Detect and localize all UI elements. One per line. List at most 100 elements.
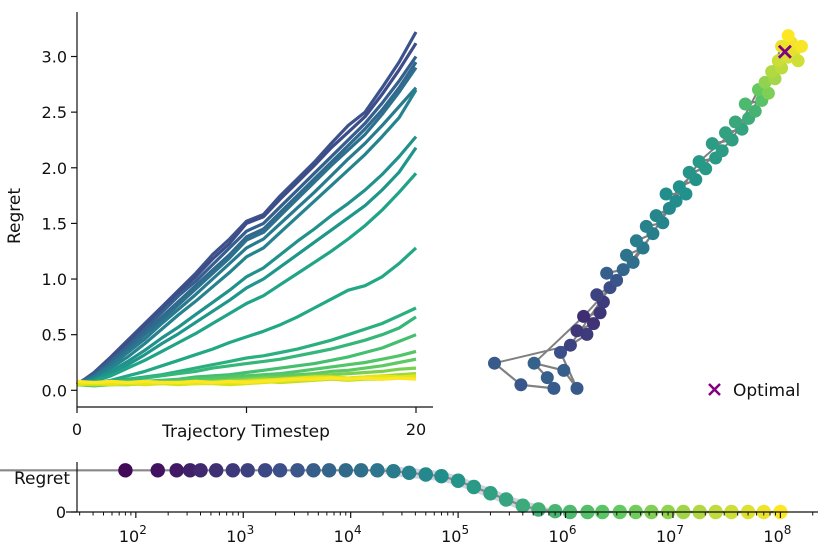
training-point xyxy=(547,503,563,519)
series-line-22 xyxy=(76,376,417,385)
embedding-point xyxy=(557,363,571,377)
training-point xyxy=(515,498,530,513)
x-tick-label: 105 xyxy=(441,523,469,546)
x-tick-label: 103 xyxy=(226,523,254,546)
training-point xyxy=(466,479,482,495)
embedding-point xyxy=(705,137,719,151)
embedding-point xyxy=(587,317,600,331)
training-point xyxy=(450,473,466,488)
embedding-point xyxy=(540,371,554,385)
embedding-point xyxy=(794,39,808,53)
series-line-1 xyxy=(76,31,418,386)
series-line-4 xyxy=(76,61,418,386)
embedding-point xyxy=(738,97,752,111)
y-tick-label: 1.0 xyxy=(42,270,67,289)
embedding-point xyxy=(514,378,528,392)
embedding-point xyxy=(758,75,772,89)
embedding-point xyxy=(590,288,604,302)
series-line-6 xyxy=(76,86,418,386)
embedding-point xyxy=(775,39,789,53)
embedding-point xyxy=(570,324,584,338)
regret-training-panel: 102 103 104 105 106 107 108 0 Regret xyxy=(0,462,818,546)
x-tick-label: 104 xyxy=(334,523,362,546)
embedding-point xyxy=(563,338,577,352)
embedding-point xyxy=(669,194,683,208)
y-tick-label: 3.0 xyxy=(42,48,67,67)
legend: Optimal xyxy=(708,381,800,401)
training-point xyxy=(225,463,241,478)
embedding-point xyxy=(682,165,696,179)
embedding-point xyxy=(610,273,624,287)
embedding-point xyxy=(728,115,742,129)
x-tick-label: 108 xyxy=(763,523,791,546)
y-tick-label: 1.5 xyxy=(42,214,67,233)
training-point xyxy=(150,463,165,478)
training-point xyxy=(306,463,321,478)
series-line-10 xyxy=(76,172,418,386)
x-tick-label: 107 xyxy=(656,523,684,546)
embedding-point xyxy=(672,180,686,194)
training-point xyxy=(193,463,208,478)
x-tick-label: 106 xyxy=(549,523,577,546)
embedding-point xyxy=(554,345,567,359)
embedding-point xyxy=(570,381,584,395)
optimal-marker xyxy=(777,44,792,59)
training-point xyxy=(257,463,273,478)
embedding-point xyxy=(577,309,591,323)
optimal-marker-icon xyxy=(708,383,721,396)
embedding-point xyxy=(659,187,673,201)
embedding-point xyxy=(600,266,614,280)
trajectory-edge xyxy=(533,315,585,364)
y-tick-label: 2.5 xyxy=(42,103,67,122)
training-point xyxy=(272,463,288,478)
embedding-point xyxy=(781,29,795,43)
embedding-point xyxy=(765,65,779,79)
series-line-11 xyxy=(76,246,418,387)
training-point xyxy=(483,486,498,501)
y-tick-label: 2.0 xyxy=(42,159,67,178)
embedding-point xyxy=(791,54,805,68)
embedding-point xyxy=(719,126,732,140)
training-point xyxy=(401,465,417,481)
embedding-point xyxy=(761,86,775,100)
embedding-panel: Optimal xyxy=(488,29,808,401)
y-tick-label: 0.0 xyxy=(42,381,67,400)
y-tick-label: 0 xyxy=(56,503,66,522)
regret-timestep-panel: 0 20 0.0 0.5 1.0 1.5 2.0 2.5 3.0 Trajectory Tim… xyxy=(5,12,433,442)
training-point xyxy=(498,492,514,507)
training-point xyxy=(386,463,401,479)
x-tick-label: 102 xyxy=(119,523,147,546)
embedding-point xyxy=(547,381,561,395)
y-axis-label-bottom: Regret xyxy=(14,469,70,489)
embedding-point xyxy=(593,306,607,320)
series-line-7 xyxy=(76,89,418,387)
training-point xyxy=(182,463,198,478)
embedding-point xyxy=(620,248,633,262)
embedding-point xyxy=(616,263,630,277)
legend-optimal-label: Optimal xyxy=(733,381,800,401)
embedding-point xyxy=(580,327,594,341)
series-line-2 xyxy=(76,42,418,386)
series-line-3 xyxy=(76,55,418,387)
training-point xyxy=(434,468,449,484)
embedding-point xyxy=(715,144,729,158)
y-tick-label: 0.5 xyxy=(42,326,67,345)
embedding-point xyxy=(488,356,501,370)
training-point xyxy=(169,463,184,478)
training-point xyxy=(290,463,305,478)
x-axis-label: Trajectory Timestep xyxy=(161,422,330,442)
training-point xyxy=(370,463,385,478)
x-tick-label: 0 xyxy=(72,420,82,439)
training-point xyxy=(338,463,353,478)
series-line-5 xyxy=(76,66,418,387)
embedding-point xyxy=(692,155,706,169)
training-point xyxy=(353,463,369,478)
embedding-point xyxy=(748,104,762,118)
series-line-8 xyxy=(76,135,418,386)
x-tick-label: 20 xyxy=(406,420,426,439)
y-axis-label: Regret xyxy=(5,188,25,244)
training-point xyxy=(118,463,133,478)
embedding-point xyxy=(639,219,653,233)
embedding-point xyxy=(771,54,785,68)
